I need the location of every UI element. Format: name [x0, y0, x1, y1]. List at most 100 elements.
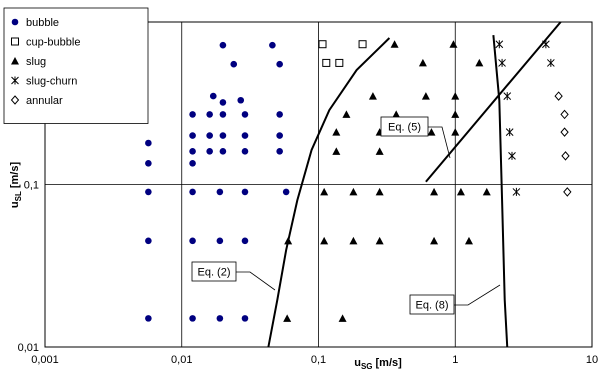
- leader-line: [236, 271, 276, 291]
- x-axis-label: uSG [m/s]: [354, 357, 402, 371]
- marker: [241, 111, 249, 118]
- marker: [145, 139, 152, 147]
- annotation: Eq. (5): [388, 122, 421, 134]
- marker: [145, 188, 152, 196]
- marker: [563, 187, 572, 197]
- marker: [546, 58, 555, 67]
- marker: [283, 314, 292, 322]
- marker: [560, 127, 569, 137]
- legend-label: slug-churn: [26, 76, 77, 88]
- x-tick-label: 0,001: [31, 354, 59, 366]
- marker: [11, 18, 19, 26]
- marker: [206, 111, 213, 118]
- marker: [451, 92, 460, 100]
- marker: [320, 187, 329, 196]
- marker: [216, 315, 224, 322]
- marker: [241, 237, 249, 245]
- legend-label: slug: [26, 56, 46, 68]
- annotation-box: [409, 294, 455, 315]
- marker: [282, 188, 290, 196]
- marker: [269, 41, 276, 49]
- leader-line: [428, 126, 451, 159]
- marker: [390, 40, 399, 48]
- marker: [189, 188, 196, 196]
- marker: [11, 76, 19, 85]
- marker: [508, 151, 516, 160]
- marker: [189, 148, 196, 155]
- marker: [145, 237, 152, 245]
- marker: [145, 160, 152, 167]
- x-tick-label: 1: [452, 354, 458, 366]
- marker: [241, 315, 249, 322]
- marker: [451, 110, 460, 118]
- marker: [216, 188, 224, 196]
- marker: [206, 148, 213, 155]
- y-axis-label: uSL[m/s]: [9, 162, 23, 209]
- curve: [492, 35, 509, 348]
- marker: [219, 132, 227, 139]
- annotation-box: [380, 116, 429, 137]
- marker: [418, 58, 427, 67]
- marker: [209, 92, 217, 100]
- marker: [11, 57, 19, 65]
- marker: [332, 128, 341, 136]
- marker: [338, 314, 347, 322]
- marker: [451, 128, 460, 136]
- y-tick-label: 0,1: [24, 180, 39, 192]
- marker: [219, 111, 227, 118]
- marker: [427, 128, 436, 136]
- x-tick-label: 10: [586, 354, 598, 366]
- marker: [512, 187, 521, 196]
- y-tick-label: 0,01: [18, 342, 39, 354]
- marker: [11, 37, 19, 46]
- x-tick-label: 0,1: [311, 354, 326, 366]
- marker: [560, 109, 569, 120]
- marker: [430, 187, 439, 196]
- annotation-box: [191, 261, 237, 282]
- marker: [219, 99, 227, 106]
- marker: [430, 236, 439, 245]
- marker: [219, 41, 227, 49]
- marker: [322, 58, 331, 67]
- marker: [482, 187, 491, 196]
- legend-label: cup-bubble: [26, 37, 80, 49]
- marker: [464, 236, 473, 245]
- marker: [189, 315, 196, 322]
- marker: [10, 95, 20, 105]
- x-tick-label: 0,01: [171, 354, 192, 366]
- marker: [276, 148, 283, 155]
- marker: [276, 111, 283, 118]
- annotation: Eq. (8): [415, 300, 448, 312]
- marker: [219, 148, 227, 155]
- marker: [145, 315, 152, 322]
- marker: [206, 132, 213, 139]
- marker: [495, 40, 504, 49]
- annotation: Eq. (2): [197, 267, 230, 279]
- marker: [342, 110, 351, 118]
- marker: [421, 92, 430, 100]
- marker: [335, 58, 344, 67]
- marker: [189, 160, 196, 167]
- marker: [320, 236, 329, 245]
- marker: [349, 187, 358, 196]
- marker: [230, 60, 238, 68]
- marker: [276, 132, 283, 139]
- curve: [425, 21, 562, 183]
- marker: [189, 237, 196, 245]
- marker: [349, 236, 358, 245]
- marker: [241, 188, 249, 196]
- marker: [318, 40, 327, 49]
- marker: [375, 187, 384, 196]
- legend-label: bubble: [26, 17, 59, 29]
- marker: [392, 110, 401, 118]
- marker: [375, 236, 384, 245]
- marker: [561, 151, 570, 161]
- marker: [241, 132, 249, 139]
- marker: [368, 92, 377, 100]
- marker: [375, 147, 384, 155]
- curve: [267, 37, 391, 348]
- marker: [189, 132, 196, 139]
- marker: [241, 148, 249, 155]
- marker: [449, 40, 458, 48]
